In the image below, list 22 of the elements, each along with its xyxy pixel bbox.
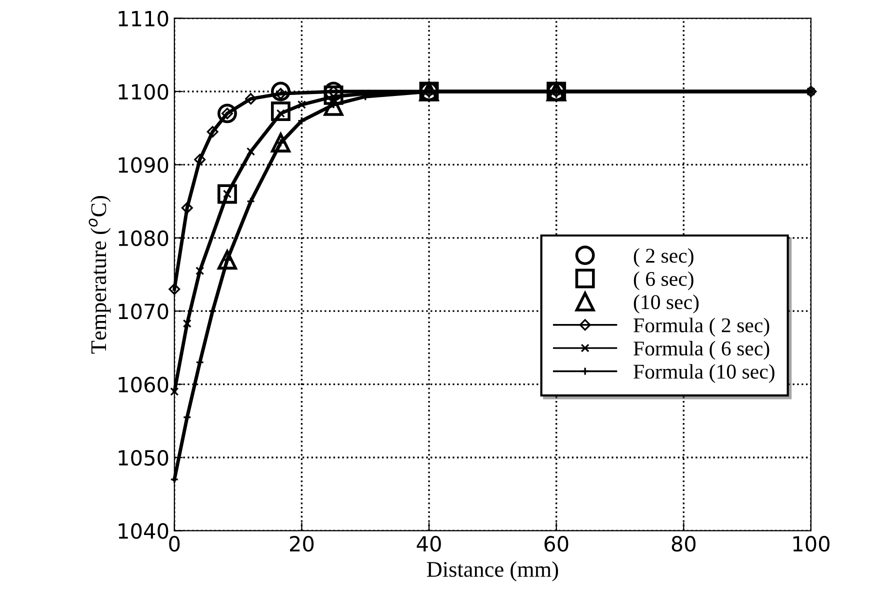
x-tick-label: 100 — [793, 536, 830, 552]
legend-label: ( 6 sec) — [634, 271, 694, 290]
y-tick-label: 1070 — [118, 304, 168, 320]
legend-label: ( 2 sec) — [634, 248, 694, 268]
x-axis-title: Distance (mm) — [426, 561, 558, 582]
y-axis-title: Temperature ($^{o}$C) — [88, 196, 111, 354]
y-tick-label: 1090 — [118, 157, 168, 173]
x-tick-label: 60 — [544, 536, 568, 552]
y-tick-label: 1110 — [118, 10, 168, 27]
legend-label: Formula ( 2 sec) — [634, 318, 770, 337]
y-tick-label: 1050 — [118, 450, 168, 466]
legend-label: Formula ( 6 sec) — [634, 340, 770, 360]
legend-label: (10 sec) — [634, 294, 699, 314]
y-tick-label: 1060 — [118, 376, 168, 393]
x-tick-label: 40 — [416, 536, 441, 552]
y-tick-label: 1080 — [118, 230, 168, 246]
x-tick-label: 20 — [290, 536, 314, 552]
y-tick-label: 1100 — [118, 84, 168, 100]
y-tick-label: 1040 — [118, 523, 168, 539]
legend-label: Formula (10 sec) — [634, 364, 774, 383]
x-tick-label: 0 — [169, 536, 180, 552]
x-tick-label: 80 — [672, 536, 696, 552]
